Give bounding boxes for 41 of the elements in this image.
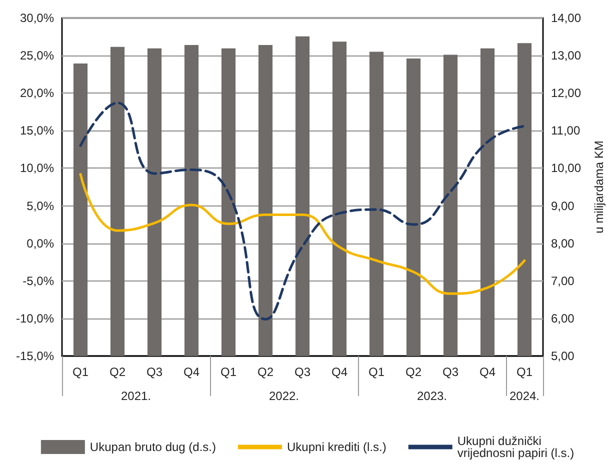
- x-tick-label: Q1: [368, 365, 385, 379]
- y2-tick-label: 9,00: [551, 198, 575, 213]
- legend-label: Ukupni dužnički vrijednosni papiri (l.s.): [457, 434, 574, 460]
- y2-tick-label: 6,00: [551, 311, 575, 326]
- text: 2022.: [268, 389, 300, 403]
- y2-tick-label: 7,00: [551, 274, 575, 288]
- y-tick-label: -15,0%: [16, 349, 54, 363]
- y-tick-label: -10,0%: [16, 311, 54, 326]
- x-tick-label: Q4: [479, 365, 496, 379]
- y2-tick-label: 14,00: [551, 11, 582, 25]
- x-tick-label: Q4: [331, 365, 348, 379]
- legend-label: Ukupni krediti (l.s.): [287, 440, 386, 454]
- x-tick-label: Q2: [257, 365, 274, 379]
- x-tick-label: Q3: [294, 365, 311, 379]
- y2-tick-label: 10,00: [551, 161, 582, 176]
- x-tick-label: Q2: [109, 365, 126, 379]
- text: 2023.: [416, 389, 448, 403]
- y2-axis-title: u milijardama KM: [592, 140, 606, 234]
- x-tick-label: Q1: [220, 365, 237, 379]
- y2-tick-label: 11,00: [551, 124, 580, 138]
- y2-tick-label: 13,00: [551, 48, 582, 63]
- y-tick-label: 15,0%: [20, 124, 54, 138]
- y-tick-label: 25,0%: [20, 48, 54, 63]
- y-tick-label: 10,0%: [20, 161, 54, 176]
- x-tick-label: Q2: [405, 365, 422, 379]
- legend-label: Ukupan bruto dug (d.s.): [90, 440, 216, 454]
- x-tick-label: Q1: [72, 365, 89, 379]
- x-tick-label: Q3: [442, 365, 459, 379]
- x-tick-label: Q3: [146, 365, 163, 379]
- y-tick-label: 0,0%: [26, 236, 54, 250]
- text: 2021.: [120, 389, 152, 403]
- y-tick-label: -5,0%: [22, 274, 54, 288]
- y-tick-label: 5,0%: [26, 198, 54, 213]
- x-tick-label: Q1: [516, 365, 533, 379]
- text: 2024.: [509, 389, 540, 403]
- y-tick-label: 30,0%: [20, 11, 54, 25]
- y2-tick-label: 12,00: [551, 86, 582, 100]
- y2-tick-label: 5,00: [551, 349, 575, 363]
- x-tick-label: Q4: [183, 365, 200, 379]
- y-tick-label: 20,0%: [20, 86, 54, 100]
- y2-tick-label: 8,00: [551, 236, 575, 250]
